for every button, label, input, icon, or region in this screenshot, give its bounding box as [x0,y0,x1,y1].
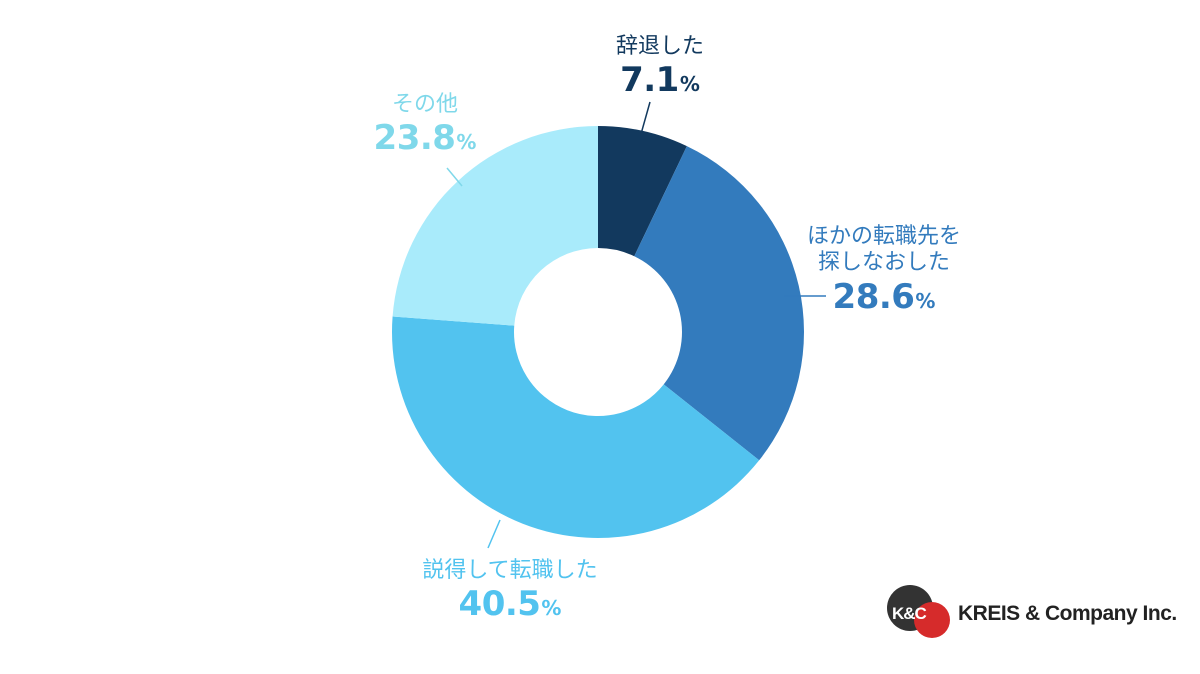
donut-slice-searched-again [634,146,804,461]
slice-unit-searched-again: % [915,288,936,313]
slice-value-declined: 7.1 [620,60,679,101]
leader-line-other [446,167,463,187]
slice-name-searched-again-line2: 探しなおした [817,250,950,276]
slice-name-persuaded: 説得して転職した [422,558,598,583]
leader-line-declined [640,101,651,135]
donut-slice-declined [598,126,687,257]
slice-name-declined: 辞退した [615,34,704,59]
slice-value-other: 23.8 [373,118,456,159]
slice-label-other: その他 23.8% [360,92,490,159]
slice-label-searched-again: ほかの転職先を 探しなおした 28.6% [794,224,974,318]
logo-text: KREIS & Company Inc. [958,602,1177,625]
slice-unit-persuaded: % [541,596,562,621]
slice-label-persuaded: 説得して転職した 40.5% [410,558,610,625]
logo-initials: K&C [892,604,927,623]
slice-name-searched-again-line1: ほかの転職先を [806,224,961,249]
logo-mark-icon [887,585,950,638]
company-logo: K&C KREIS & Company Inc. [886,584,1177,644]
slice-label-declined: 辞退した 7.1% [590,34,730,101]
donut-slice-other [392,126,598,326]
donut-slice-persuaded [392,316,760,538]
slice-name-other: その他 [391,92,458,117]
leader-line-persuaded [487,519,501,549]
slice-value-searched-again: 28.6 [832,276,915,317]
slice-unit-declined: % [679,72,700,97]
slice-unit-other: % [456,130,477,155]
slice-value-persuaded: 40.5 [458,584,541,625]
